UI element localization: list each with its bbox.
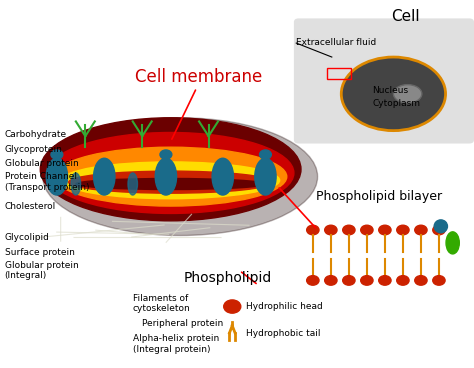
Ellipse shape — [212, 158, 233, 195]
Ellipse shape — [55, 147, 287, 206]
Circle shape — [343, 276, 355, 285]
Text: Hydrophilic head: Hydrophilic head — [246, 302, 323, 311]
Circle shape — [415, 225, 427, 235]
Ellipse shape — [51, 150, 63, 159]
Circle shape — [343, 225, 355, 235]
Ellipse shape — [46, 158, 67, 195]
Ellipse shape — [43, 118, 318, 236]
Text: Globular protein: Globular protein — [5, 159, 79, 168]
Ellipse shape — [393, 85, 422, 103]
Ellipse shape — [69, 171, 273, 193]
Ellipse shape — [341, 57, 446, 131]
Circle shape — [325, 225, 337, 235]
Circle shape — [379, 225, 391, 235]
Ellipse shape — [71, 173, 81, 195]
Ellipse shape — [128, 173, 137, 195]
Ellipse shape — [62, 162, 280, 199]
Text: Cholesterol: Cholesterol — [5, 202, 56, 210]
Text: Glycoprotein: Glycoprotein — [5, 145, 63, 153]
Circle shape — [307, 225, 319, 235]
FancyBboxPatch shape — [294, 210, 474, 320]
Circle shape — [433, 276, 445, 285]
Circle shape — [415, 276, 427, 285]
Circle shape — [433, 225, 445, 235]
Ellipse shape — [155, 158, 176, 195]
Text: Carbohydrate: Carbohydrate — [5, 130, 67, 139]
FancyBboxPatch shape — [294, 18, 474, 144]
Text: Peripheral protein: Peripheral protein — [142, 319, 223, 328]
Text: Cytoplasm: Cytoplasm — [372, 99, 420, 107]
Text: Glycolipid: Glycolipid — [5, 233, 50, 242]
Bar — [327, 68, 351, 79]
Text: Hydrophobic tail: Hydrophobic tail — [246, 329, 321, 337]
Ellipse shape — [76, 178, 265, 190]
Text: Cell: Cell — [391, 9, 419, 24]
Text: Phospholipid bilayer: Phospholipid bilayer — [316, 190, 442, 204]
Circle shape — [361, 225, 373, 235]
Circle shape — [397, 276, 409, 285]
Ellipse shape — [446, 232, 459, 254]
Circle shape — [307, 276, 319, 285]
Circle shape — [361, 276, 373, 285]
Text: Alpha-helix protein
(Integral protein): Alpha-helix protein (Integral protein) — [133, 335, 219, 354]
Ellipse shape — [259, 150, 271, 159]
Circle shape — [397, 225, 409, 235]
Text: Phospholipid: Phospholipid — [183, 271, 272, 285]
Text: Nucleus: Nucleus — [372, 86, 408, 95]
Ellipse shape — [40, 118, 301, 221]
Text: Surface protein: Surface protein — [5, 248, 74, 256]
Ellipse shape — [255, 158, 276, 195]
Ellipse shape — [47, 132, 294, 213]
Text: Protein Channel
(Transport protein): Protein Channel (Transport protein) — [5, 173, 89, 192]
Text: Extracellular fluid: Extracellular fluid — [296, 38, 376, 47]
Text: Filaments of
cytoskeleton: Filaments of cytoskeleton — [133, 294, 191, 313]
Ellipse shape — [434, 220, 447, 233]
Text: Cell membrane: Cell membrane — [136, 68, 263, 86]
Ellipse shape — [160, 150, 172, 159]
Circle shape — [224, 300, 241, 313]
Circle shape — [379, 276, 391, 285]
Text: Globular protein
(Integral): Globular protein (Integral) — [5, 261, 79, 280]
Ellipse shape — [94, 158, 115, 195]
Circle shape — [325, 276, 337, 285]
